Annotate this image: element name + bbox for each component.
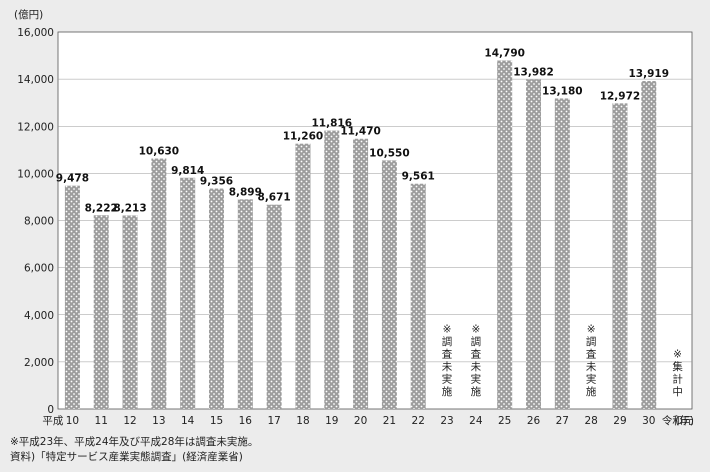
x-tick-label: 15 [210,415,223,427]
value-label: 9,478 [56,173,89,185]
x-tick-label: 20 [354,415,367,427]
bar [353,138,369,409]
x-tick-label: 令和元 [662,414,694,427]
bar [151,158,167,409]
x-tick-label: 25 [498,415,511,427]
bar [612,103,628,409]
bar [237,199,253,409]
bar [497,60,513,410]
value-label: 8,222 [85,202,118,214]
y-tick-label: 2,000 [24,357,54,369]
x-axis: 10 11 12 13 14 15 16 17 18 19 20 21 22 23 24 25 26 27 28 29… [42,414,694,427]
bar [180,177,196,409]
x-tick-label: 21 [383,415,396,427]
bars [64,60,657,410]
value-label: 11,260 [283,131,324,143]
annotations: ※調査未実施 ※調査未実施 ※調査未実施 ※集計中 [442,324,684,399]
value-label: 8,899 [229,186,262,198]
x-tick-label: 17 [267,415,280,427]
y-axis: 0 2,000 4,000 6,000 8,000 10,000 12,000 14,000 1… [17,27,54,416]
unit-label: (億円) [14,8,43,21]
footnote-2: 資料)「特定サービス産業実態調査」(経済産業省) [10,451,243,463]
y-tick-label: 10,000 [17,168,54,180]
value-label: 12,972 [600,90,641,102]
x-tick-label: 27 [556,415,569,427]
x-tick-label: 30 [642,415,655,427]
annotation: ※調査未実施 [586,324,597,399]
x-tick-label: 23 [440,415,453,427]
value-label: 9,561 [402,171,435,183]
annotation: ※調査未実施 [471,324,482,399]
bar [122,215,138,409]
y-tick-label: 0 [47,404,54,416]
y-tick-label: 12,000 [17,121,54,133]
x-tick-label: 24 [469,415,483,427]
bar [93,215,109,409]
x-tick-label: 12 [123,415,136,427]
y-tick-label: 4,000 [24,310,54,322]
bar [410,183,426,409]
x-tick-label: 29 [613,415,626,427]
bar [266,204,282,409]
y-tick-label: 16,000 [17,27,54,39]
bar [295,143,311,409]
x-tick-label: 10 [66,415,79,427]
value-label: 10,550 [369,147,410,159]
bar [381,160,397,409]
bar [209,188,224,409]
value-label: 14,790 [484,48,525,60]
annotation: ※集計中 [672,349,683,399]
x-tick-label: 13 [152,415,165,427]
x-tick-label: 14 [181,415,195,427]
value-label: 13,180 [542,85,583,97]
value-label: 8,671 [258,192,291,204]
bar [554,98,570,409]
bar [324,130,340,409]
y-tick-label: 14,000 [17,74,54,86]
value-label: 11,470 [340,126,381,138]
bar [64,185,80,409]
value-label: 13,982 [513,67,554,79]
y-tick-label: 8,000 [24,216,54,228]
annotation: ※調査未実施 [442,324,453,399]
x-axis-title: (年) [675,414,694,427]
bar [641,81,657,409]
value-label: 9,356 [200,176,233,188]
x-prefix-label: 平成 [42,415,63,427]
x-tick-label: 19 [325,415,338,427]
value-label: 9,814 [171,165,204,177]
x-tick-label: 16 [239,415,253,427]
x-tick-label: 26 [527,415,541,427]
value-label: 13,919 [629,68,670,80]
value-label: 10,630 [139,146,180,158]
bar [526,79,541,409]
x-tick-label: 22 [412,415,425,427]
value-label: 11,816 [312,118,353,130]
x-tick-label: 28 [584,415,597,427]
footnote-1: ※平成23年、平成24年及び平成28年は調査未実施。 [10,436,259,448]
y-tick-label: 6,000 [24,263,54,275]
value-label: 8,213 [113,202,146,214]
x-tick-label: 11 [95,415,108,427]
x-tick-label: 18 [296,415,309,427]
